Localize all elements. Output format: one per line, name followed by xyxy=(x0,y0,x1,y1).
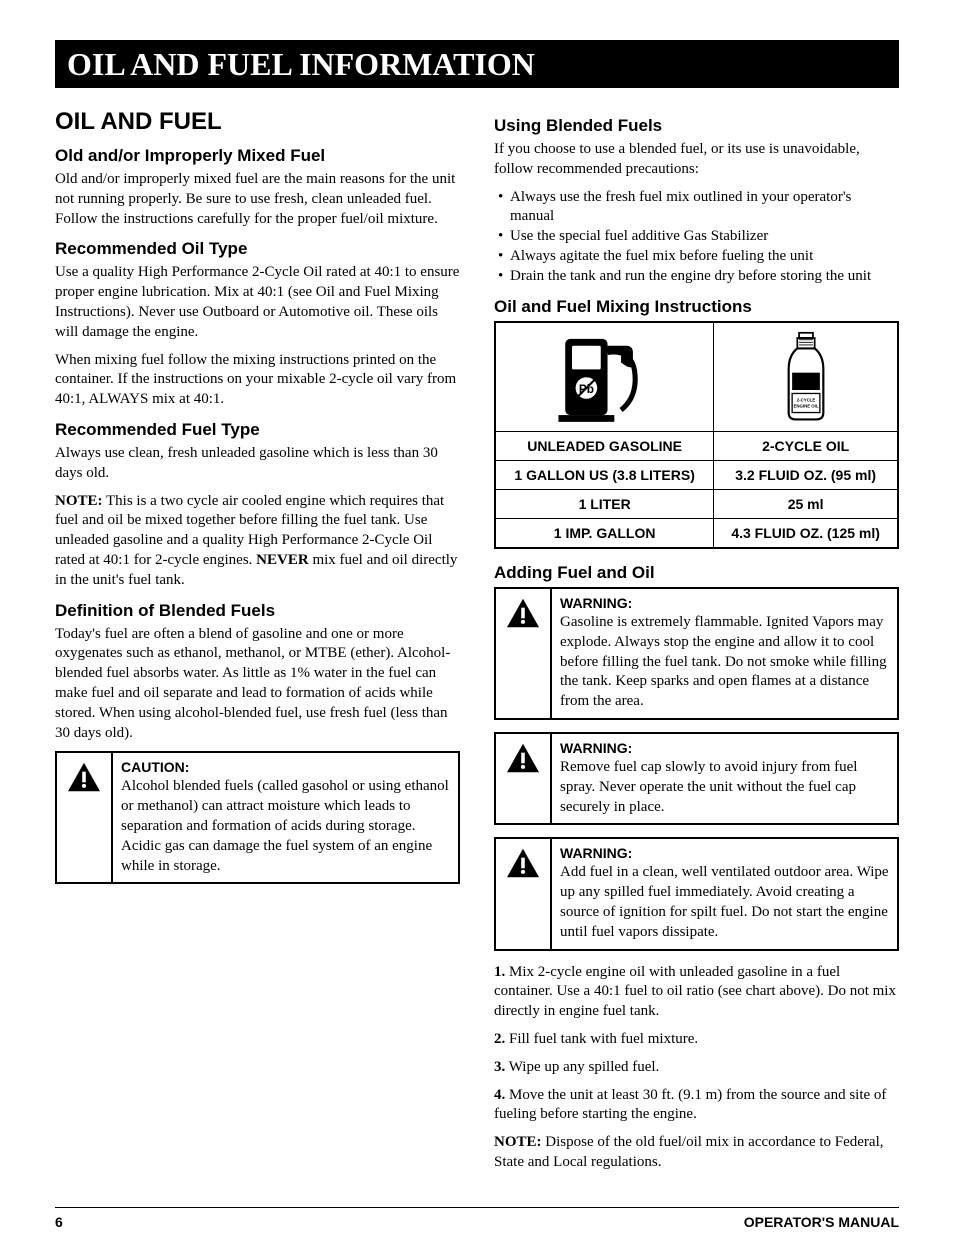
warning-triangle-icon xyxy=(496,839,552,948)
page-footer: 6 OPERATOR'S MANUAL xyxy=(55,1207,899,1230)
step-2: 2. Fill fuel tank with fuel mixture. xyxy=(494,1030,899,1050)
table-cell: 3.2 FLUID OZ. (95 ml) xyxy=(714,461,898,490)
para-old-fuel: Old and/or improperly mixed fuel are the… xyxy=(55,170,460,229)
subhead-def-blended: Definition of Blended Fuels xyxy=(55,601,460,621)
gas-pump-icon-cell: Pb xyxy=(495,322,714,432)
table-cell: 1 GALLON US (3.8 LITERS) xyxy=(495,461,714,490)
warning-triangle-icon xyxy=(57,753,113,882)
two-column-layout: OIL AND FUEL Old and/or Improperly Mixed… xyxy=(55,106,899,1181)
subhead-adding-fuel: Adding Fuel and Oil xyxy=(494,563,899,583)
warning-lead: WARNING: xyxy=(560,740,889,756)
subhead-old-fuel: Old and/or Improperly Mixed Fuel xyxy=(55,146,460,166)
warning-body: WARNING: Add fuel in a clean, well venti… xyxy=(552,839,897,948)
list-item: Use the special fuel additive Gas Stabil… xyxy=(494,227,899,247)
footer-doc-type: OPERATOR'S MANUAL xyxy=(744,1214,899,1230)
bullet-list-precautions: Always use the fresh fuel mix outlined i… xyxy=(494,188,899,287)
para-using-blended: If you choose to use a blended fuel, or … xyxy=(494,140,899,180)
warning-triangle-icon xyxy=(496,589,552,718)
note-disposal: NOTE: Dispose of the old fuel/oil mix in… xyxy=(494,1133,899,1173)
para-rec-fuel-2: NOTE: This is a two cycle air cooled eng… xyxy=(55,492,460,591)
table-row: 1 GALLON US (3.8 LITERS)3.2 FLUID OZ. (9… xyxy=(495,461,898,490)
warning-text: Add fuel in a clean, well ventilated out… xyxy=(560,863,889,942)
table-cell: 4.3 FLUID OZ. (125 ml) xyxy=(714,519,898,549)
gas-pump-icon: Pb xyxy=(550,329,660,425)
subhead-using-blended: Using Blended Fuels xyxy=(494,116,899,136)
para-mix-intro: When mixing fuel follow the mixing instr… xyxy=(55,351,460,410)
step-4: 4. Move the unit at least 30 ft. (9.1 m)… xyxy=(494,1086,899,1126)
mix-header-gasoline: UNLEADED GASOLINE xyxy=(495,432,714,461)
mix-header-oil: 2-CYCLE OIL xyxy=(714,432,898,461)
caution-text: Alcohol blended fuels (called gasohol or… xyxy=(121,777,450,876)
right-column: Using Blended Fuels If you choose to use… xyxy=(494,106,899,1181)
oil-bottle-icon: 2-CYCLE ENGINE OIL xyxy=(780,329,832,425)
table-row: 1 IMP. GALLON4.3 FLUID OZ. (125 ml) xyxy=(495,519,898,549)
warning-body: WARNING: Remove fuel cap slowly to avoid… xyxy=(552,734,897,823)
step-3: 3. Wipe up any spilled fuel. xyxy=(494,1058,899,1078)
left-column: OIL AND FUEL Old and/or Improperly Mixed… xyxy=(55,106,460,1181)
svg-text:ENGINE OIL: ENGINE OIL xyxy=(793,403,818,408)
warning-text: Gasoline is extremely flammable. Ignited… xyxy=(560,613,889,712)
warning-flammable: WARNING: Gasoline is extremely flammable… xyxy=(494,587,899,720)
subhead-mix-instructions: Oil and Fuel Mixing Instructions xyxy=(494,297,899,317)
page: OIL AND FUEL INFORMATION OIL AND FUEL Ol… xyxy=(0,0,954,1260)
subhead-rec-fuel: Recommended Fuel Type xyxy=(55,420,460,440)
page-number: 6 xyxy=(55,1214,63,1230)
table-cell: 1 IMP. GALLON xyxy=(495,519,714,549)
warning-fuel-cap: WARNING: Remove fuel cap slowly to avoid… xyxy=(494,732,899,825)
table-row: 1 LITER25 ml xyxy=(495,490,898,519)
svg-text:2-CYCLE: 2-CYCLE xyxy=(796,397,815,402)
caution-lead: CAUTION: xyxy=(121,759,450,775)
step-1: 1. Mix 2-cycle engine oil with unleaded … xyxy=(494,963,899,1022)
caution-body: CAUTION: Alcohol blended fuels (called g… xyxy=(113,753,458,882)
table-cell: 25 ml xyxy=(714,490,898,519)
table-cell: 1 LITER xyxy=(495,490,714,519)
para-rec-fuel-1: Always use clean, fresh unleaded gasolin… xyxy=(55,444,460,484)
para-rec-oil: Use a quality High Performance 2-Cycle O… xyxy=(55,263,460,342)
warning-body: WARNING: Gasoline is extremely flammable… xyxy=(552,589,897,718)
oil-bottle-icon-cell: 2-CYCLE ENGINE OIL xyxy=(714,322,898,432)
warning-lead: WARNING: xyxy=(560,845,889,861)
warning-triangle-icon xyxy=(496,734,552,823)
list-item: Always agitate the fuel mix before fueli… xyxy=(494,247,899,267)
section-title-bar: OIL AND FUEL INFORMATION xyxy=(55,40,899,88)
warning-text: Remove fuel cap slowly to avoid injury f… xyxy=(560,758,889,817)
list-item: Drain the tank and run the engine dry be… xyxy=(494,267,899,287)
heading-oil-and-fuel: OIL AND FUEL xyxy=(55,108,460,136)
warning-lead: WARNING: xyxy=(560,595,889,611)
list-item: Always use the fresh fuel mix outlined i… xyxy=(494,188,899,228)
warning-ventilation: WARNING: Add fuel in a clean, well venti… xyxy=(494,837,899,950)
caution-gasohol: CAUTION: Alcohol blended fuels (called g… xyxy=(55,751,460,884)
para-def-blended: Today's fuel are often a blend of gasoli… xyxy=(55,625,460,744)
fuel-mix-table: Pb xyxy=(494,321,899,550)
subhead-rec-oil: Recommended Oil Type xyxy=(55,239,460,259)
